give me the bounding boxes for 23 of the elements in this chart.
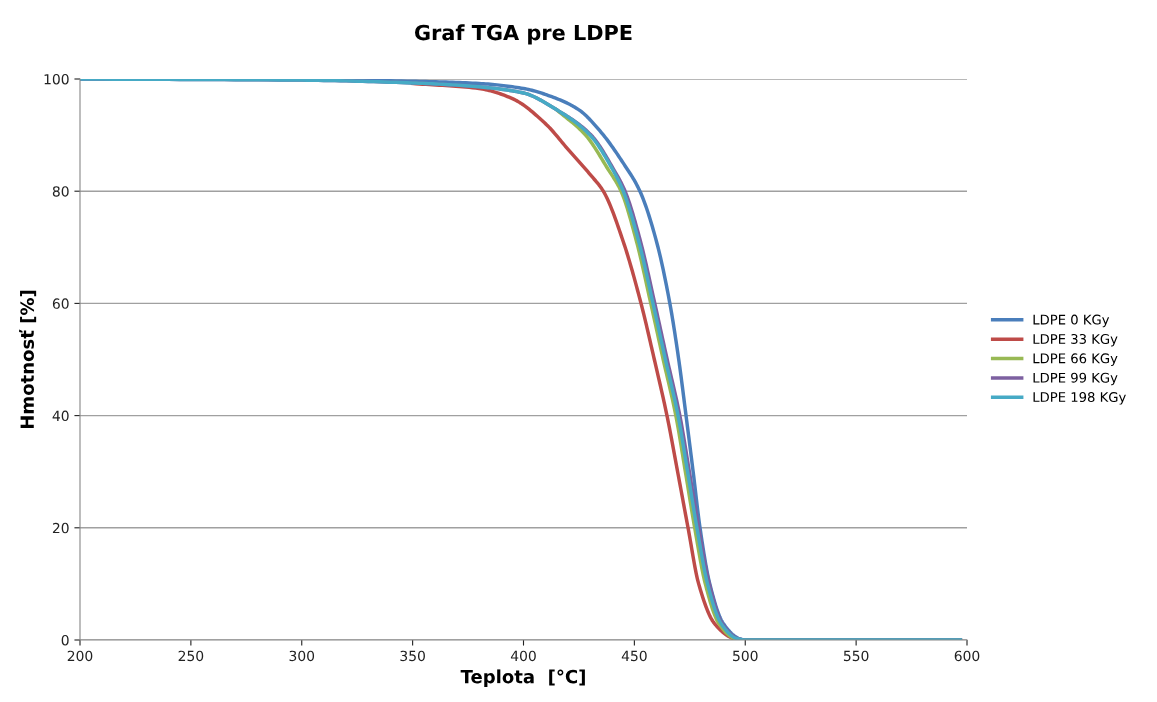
legend-label: LDPE 99 KGy: [1033, 372, 1118, 386]
y-axis-title: Hmotnosť [%]: [19, 290, 37, 429]
y-tick-label: 60: [52, 298, 69, 309]
legend-label: LDPE 0 KGy: [1033, 314, 1110, 328]
x-tick-label: 350: [400, 650, 425, 662]
legend-label: LDPE 33 KGy: [1033, 333, 1118, 347]
y-tick-label: 40: [52, 410, 69, 422]
x-tick-label: 200: [67, 650, 93, 662]
y-tick-label: 0: [61, 634, 69, 646]
y-tick-label: 100: [44, 73, 69, 85]
x-tick-label: 450: [621, 650, 647, 662]
x-tick-label: 400: [510, 650, 536, 662]
chart-title: Graf TGA pre LDPE: [415, 24, 632, 45]
y-tick-label: 80: [52, 186, 69, 197]
x-tick-label: 300: [289, 650, 315, 662]
x-tick-label: 600: [954, 650, 980, 662]
x-tick-label: 500: [733, 650, 758, 662]
x-tick-label: 550: [843, 650, 869, 662]
x-axis-title: Teplota [°C]: [460, 669, 585, 687]
x-tick-label: 250: [178, 650, 204, 662]
y-tick-label: 20: [52, 522, 69, 534]
legend-label: LDPE 66 KGy: [1033, 353, 1118, 366]
legend-label: LDPE 198 KGy: [1033, 392, 1126, 405]
